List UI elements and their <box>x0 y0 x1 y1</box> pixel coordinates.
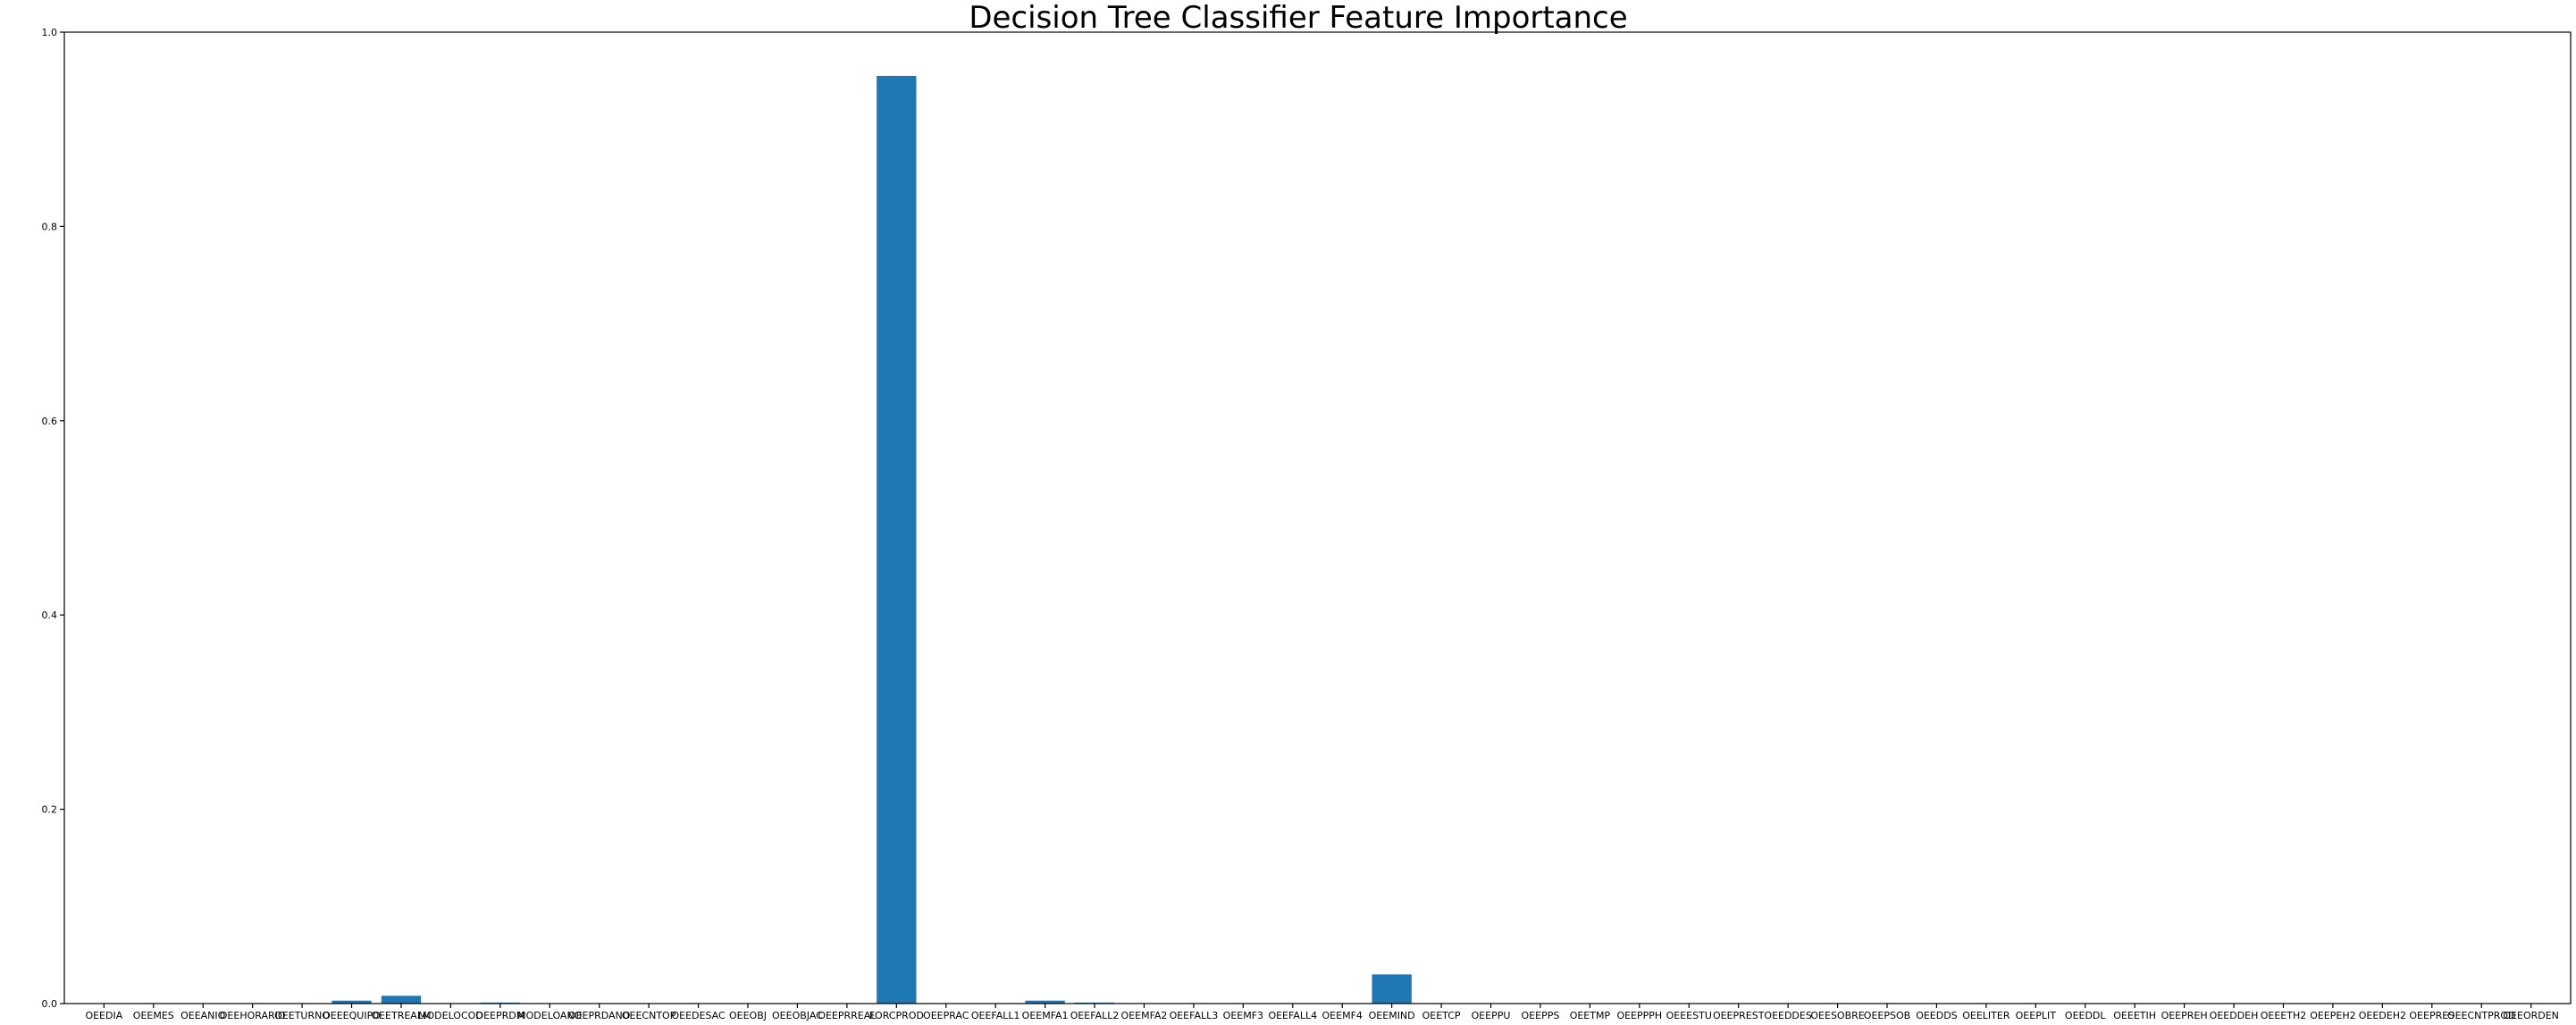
x-tick-label: OEEDIA <box>85 1010 122 1021</box>
x-tick-label: OEEPRAC <box>923 1010 969 1021</box>
x-tick-label: OEEDESAC <box>671 1010 725 1021</box>
x-tick-label: MODELOANO <box>517 1010 583 1021</box>
x-tick-label: OEETCP <box>1422 1010 1461 1021</box>
x-tick-label: OEEFALL4 <box>1268 1010 1317 1021</box>
x-tick-label: OEEMFA2 <box>1121 1010 1168 1021</box>
bar <box>877 75 917 1004</box>
x-tick-label: OEEPSOB <box>1864 1010 1910 1021</box>
x-tick-label: OEEORDEN <box>2503 1010 2559 1021</box>
x-tick-label: OEECNTOP <box>622 1010 676 1021</box>
bars <box>331 75 1412 1004</box>
x-tick-label: OEEFALL3 <box>1170 1010 1219 1021</box>
x-axis: OEEDIA OEEMES OEEANIOOEEHORARIOOEETURNOOEE… <box>85 1004 2559 1021</box>
x-tick-label: OEEMF3 <box>1223 1010 1263 1021</box>
x-tick-label: OEEPEH2 <box>2310 1010 2355 1021</box>
plot-frame <box>63 31 2572 1004</box>
x-tick-label: OEEPRDANO <box>568 1010 631 1021</box>
x-tick-label: OEETURNO <box>274 1010 330 1021</box>
x-tick-label: OEEOBJ <box>729 1010 767 1021</box>
x-tick-label: OEEPRDM <box>475 1010 524 1021</box>
x-tick-label: OEETMP <box>1570 1010 1611 1021</box>
y-tick-label: 1.0 <box>42 27 58 38</box>
x-tick-label: OEEFALL2 <box>1070 1010 1120 1021</box>
bar <box>1025 1000 1065 1004</box>
x-tick-label: OEEMF4 <box>1322 1010 1363 1021</box>
y-axis: 0.0 0.2 0.4 0.6 0.8 1.0 <box>42 27 64 1010</box>
bar <box>381 996 422 1004</box>
x-tick-label: OEEETIH <box>2113 1010 2156 1021</box>
x-tick-label: OEEPRES <box>2409 1010 2454 1021</box>
x-tick-label: OEETREALM <box>371 1010 431 1021</box>
y-tick-label: 0.8 <box>42 221 58 232</box>
x-tick-label: OEEEQUIPO <box>323 1010 381 1021</box>
x-tick-label: OEEDDES <box>1764 1010 1811 1021</box>
x-tick-label: OEESOBRE <box>1810 1010 1864 1021</box>
x-tick-label: OEEMES <box>133 1010 174 1021</box>
x-tick-label: OEEDDL <box>2065 1010 2106 1021</box>
x-tick-label: OEEDDS <box>1916 1010 1957 1021</box>
x-tick-label: OEEANIO <box>180 1010 226 1021</box>
x-tick-label: OEEESTU <box>1666 1010 1712 1021</box>
x-tick-label: OEEDDEH <box>2210 1010 2259 1021</box>
y-tick-label: 0.2 <box>42 804 58 816</box>
x-tick-label: OEEETH2 <box>2261 1010 2307 1021</box>
x-tick-label: OEEPREH <box>2161 1010 2208 1021</box>
x-tick-label: FORCPROD <box>869 1010 924 1021</box>
x-tick-label: OEEPPU <box>1472 1010 1511 1021</box>
y-tick-label: 0.4 <box>42 609 58 621</box>
y-tick-label: 0.6 <box>42 416 58 427</box>
x-tick-label: OEEMFA1 <box>1022 1010 1069 1021</box>
bar <box>331 1000 372 1004</box>
x-tick-label: OEEPREST <box>1713 1010 1765 1021</box>
y-tick-label: 0.0 <box>42 998 58 1010</box>
x-tick-label: OEEPRREAL <box>818 1010 877 1021</box>
x-tick-label: OEEDEH2 <box>2359 1010 2406 1021</box>
x-tick-label: OEEPPS <box>1522 1010 1560 1021</box>
x-tick-label: OEEHORARIO <box>220 1010 286 1021</box>
chart-title: Decision Tree Classifier Feature Importa… <box>969 0 1627 36</box>
x-tick-label: MODELOCOD <box>418 1010 483 1021</box>
x-tick-label: OEEMIND <box>1369 1010 1415 1021</box>
bar <box>1372 974 1412 1004</box>
x-tick-label: OEECNTPROD <box>2447 1010 2516 1021</box>
x-tick-label: OEEFALL1 <box>971 1010 1020 1021</box>
x-tick-label: OEEOBJAC <box>772 1010 823 1021</box>
x-tick-label: OEEPLIT <box>2016 1010 2057 1021</box>
x-tick-label: OEEPPPH <box>1616 1010 1662 1021</box>
x-tick-label: OEELITER <box>1962 1010 2010 1021</box>
